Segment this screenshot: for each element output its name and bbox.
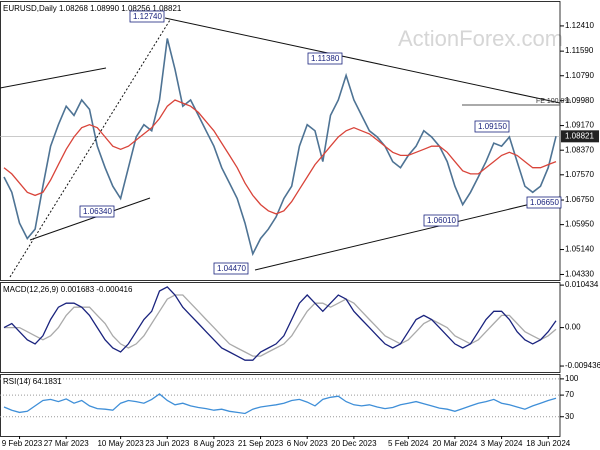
y-tick-label: 0.010434 <box>565 280 599 289</box>
last-price-box <box>561 130 599 143</box>
annotation-box <box>474 120 510 133</box>
y-tick-label: 1.11590 <box>565 46 594 55</box>
x-tick-label: 20 Dec 2023 <box>331 439 377 448</box>
x-tick-label: 23 Jun 2023 <box>145 439 190 448</box>
watermark: ActionForex.com <box>398 26 563 51</box>
x-tick-label: 18 Jun 2024 <box>526 439 571 448</box>
x-tick-label: 5 Feb 2024 <box>388 439 429 448</box>
annotation-box <box>129 10 165 23</box>
y-tick-label: 1.05140 <box>565 245 594 254</box>
annotation: 1.04470 <box>217 264 246 273</box>
x-tick-label: 20 Mar 2024 <box>432 439 477 448</box>
annotation-box <box>307 52 343 65</box>
annotation: 1.09150 <box>478 122 507 131</box>
annotation-box <box>213 262 249 275</box>
y-tick-label: 70 <box>565 390 574 399</box>
annotation-box <box>79 205 115 218</box>
y-tick-label: 100 <box>565 374 579 383</box>
annotation: 1.06340 <box>83 207 112 216</box>
panel-border <box>0 374 561 437</box>
annotation: 1.06650 <box>530 198 559 207</box>
y-tick-label: 1.04330 <box>565 270 594 279</box>
series-line <box>3 393 557 415</box>
last-price-label: 1.08821 <box>565 131 594 140</box>
x-tick-label: 3 May 2024 <box>481 439 523 448</box>
y-tick-label: 1.06750 <box>565 195 594 204</box>
x-tick-label: 27 Mar 2023 <box>44 439 89 448</box>
series-line <box>4 294 557 357</box>
y-tick-label: 1.09980 <box>565 96 594 105</box>
trend-lines <box>0 17 561 278</box>
series-line <box>3 38 557 257</box>
y-tick-label: 0.00 <box>565 323 581 332</box>
trend-line <box>29 197 151 241</box>
annotation-box <box>423 214 459 227</box>
trend-line <box>9 19 171 278</box>
annotations: 1.12740 1.11380 1.06340 1.04470 1.06010 … <box>79 10 562 275</box>
y-tick-label: 1.09170 <box>565 121 594 130</box>
y-tick-label: 1.08370 <box>565 145 594 154</box>
series-line <box>3 99 557 215</box>
y-tick-label: 1.07570 <box>565 170 594 179</box>
trend-line <box>0 67 107 89</box>
panel-title: MACD(12,26,9) 0.001683 -0.000416 <box>3 285 133 294</box>
trend-line <box>254 196 561 271</box>
y-tick-label: 30 <box>565 412 574 421</box>
y-tick-label: 1.12410 <box>565 21 594 30</box>
y-tick-label: 1.05950 <box>565 220 594 229</box>
y-tick-label: 1.10790 <box>565 71 594 80</box>
series-line <box>3 286 557 361</box>
panel-title: EURUSD,Daily 1.08268 1.08990 1.08256 1.0… <box>3 4 182 13</box>
fe-label: FE 100.0% <box>536 98 571 105</box>
y-tick-label: -0.009436 <box>565 361 600 370</box>
x-tick-label: 10 May 2023 <box>97 439 144 448</box>
annotation: 1.11380 <box>311 54 340 63</box>
annotation: 1.06010 <box>427 216 456 225</box>
x-tick-label: 8 Aug 2023 <box>194 439 235 448</box>
x-tick-label: 6 Nov 2023 <box>287 439 328 448</box>
panel-border <box>0 1 561 281</box>
annotation: 1.12740 <box>133 12 162 21</box>
panel-title: RSI(14) 64.1831 <box>3 377 62 386</box>
annotation-box <box>526 196 562 209</box>
x-tick-label: 21 Sep 2023 <box>238 439 284 448</box>
x-tick-label: 9 Feb 2023 <box>2 439 43 448</box>
trend-line <box>164 17 561 104</box>
